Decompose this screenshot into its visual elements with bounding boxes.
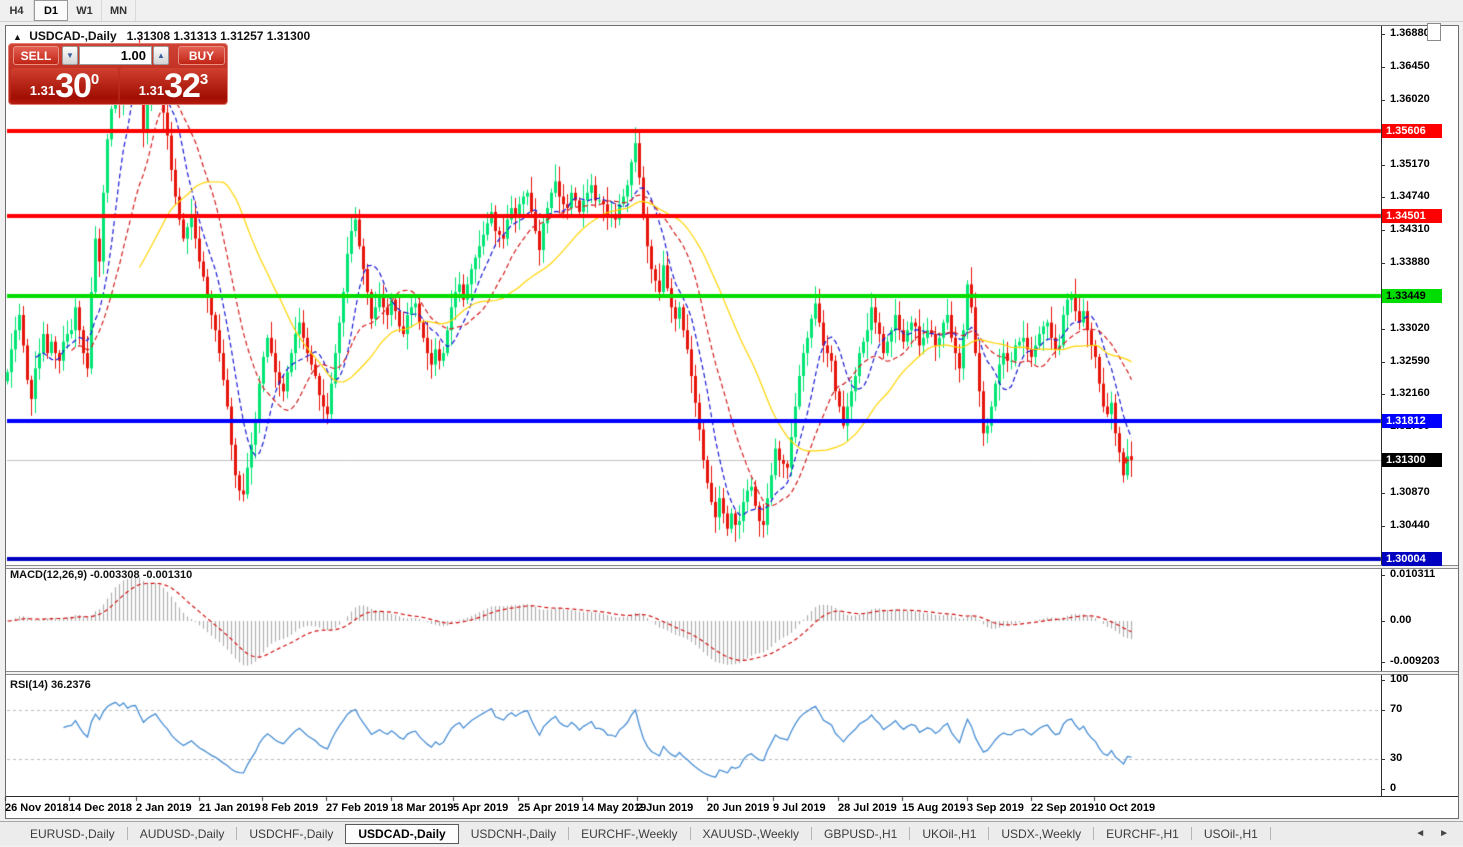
sell-price-prefix: 1.31 — [29, 83, 56, 98]
collapse-panel-icon[interactable]: ▲ — [13, 32, 22, 42]
sell-price-big: 30 — [55, 66, 92, 105]
buy-button[interactable]: BUY — [178, 46, 225, 65]
buy-price-sup: 3 — [199, 71, 209, 88]
volume-input[interactable] — [79, 46, 152, 65]
volume-decrease-button[interactable]: ▼ — [62, 46, 78, 65]
macd-pane-splitter[interactable] — [6, 565, 1458, 569]
chart-scrollbar-thumb[interactable] — [1427, 23, 1441, 41]
sell-price-sup: 0 — [90, 71, 100, 88]
macd-indicator-label: MACD(12,26,9) -0.003308 -0.001310 — [10, 569, 193, 581]
chart-ohlc-values: 1.31308 1.31313 1.31257 1.31300 — [126, 29, 311, 43]
date-axis-separator — [6, 796, 1458, 797]
buy-price-button[interactable]: 1.31 32 3 — [120, 68, 227, 103]
chart-title: ▲ USDCAD-,Daily 1.31308 1.31313 1.31257 … — [13, 29, 310, 43]
rsi-pane-splitter[interactable] — [6, 671, 1458, 675]
buy-price-big: 32 — [164, 66, 201, 105]
volume-increase-button[interactable]: ▲ — [153, 46, 169, 65]
buy-price-prefix: 1.31 — [138, 83, 165, 98]
sell-button[interactable]: SELL — [13, 46, 59, 65]
price-axis-separator — [1381, 26, 1382, 797]
sell-price-button[interactable]: 1.31 30 0 — [11, 68, 118, 103]
chart-symbol-label: USDCAD-,Daily — [29, 29, 117, 43]
rsi-indicator-label: RSI(14) 36.2376 — [10, 679, 91, 691]
one-click-trading-panel: SELL ▼ ▲ BUY 1.31 30 0 1.31 32 3 — [8, 43, 228, 105]
